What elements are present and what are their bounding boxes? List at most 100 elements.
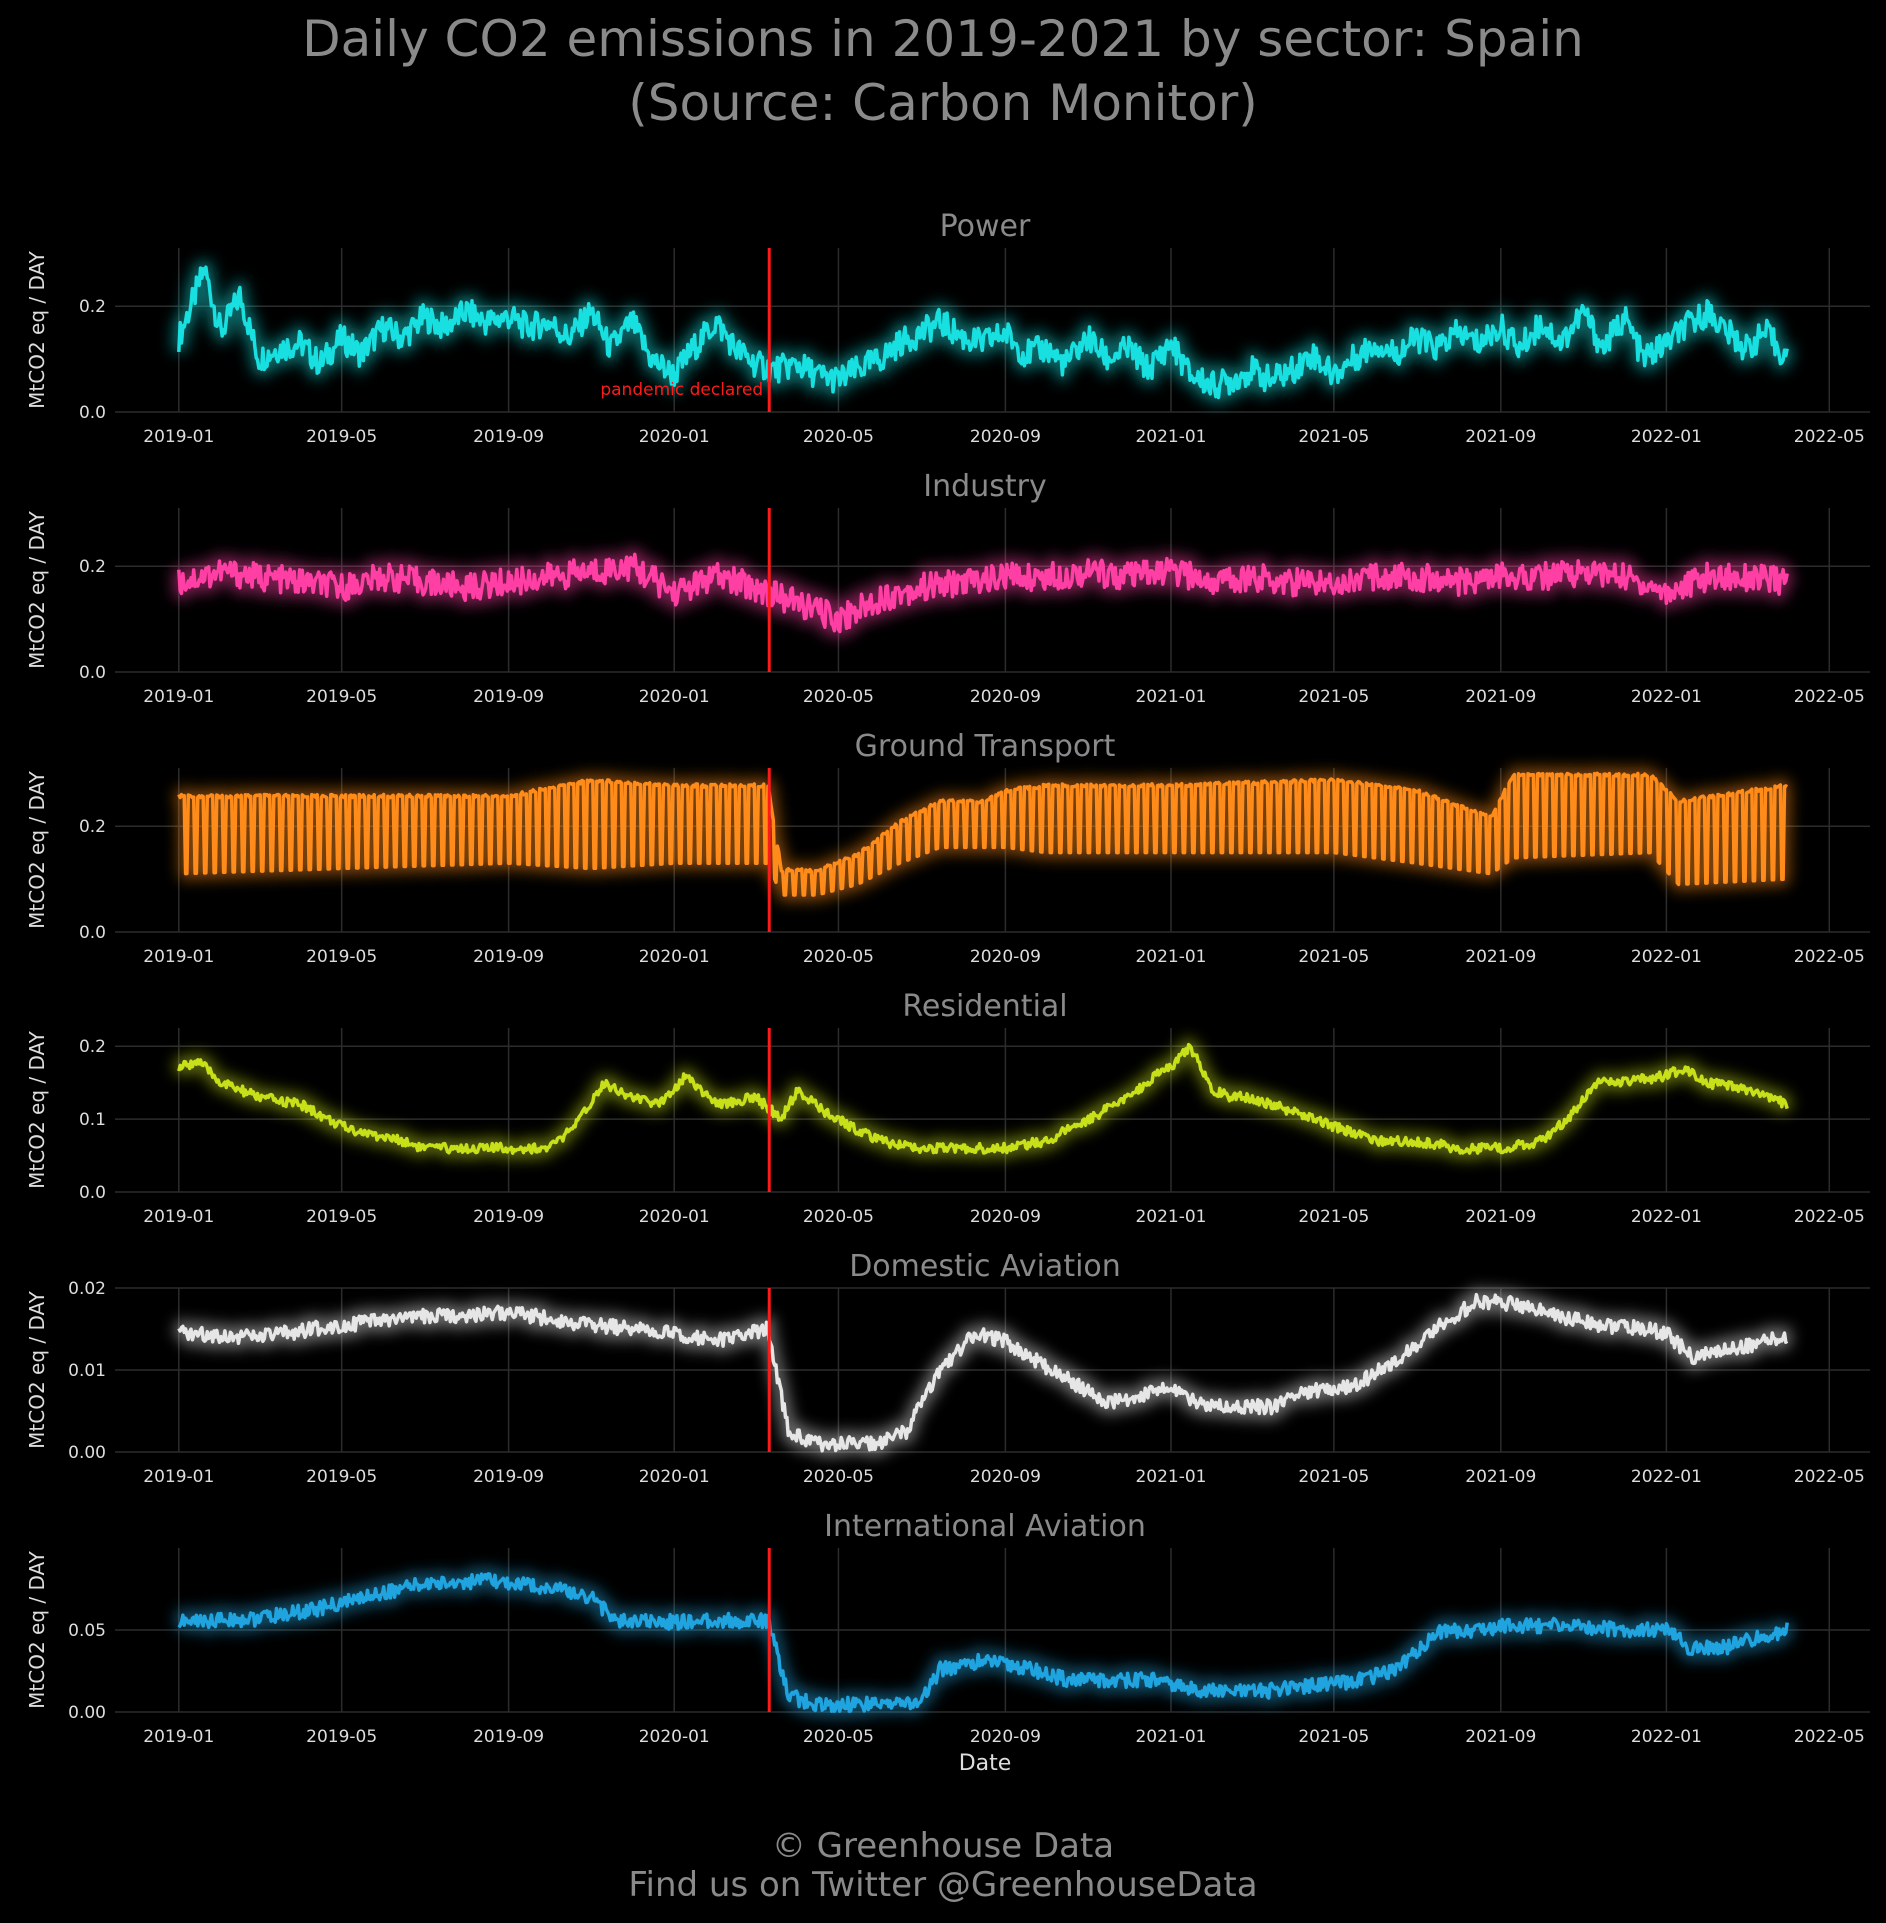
- x-tick-label: 2020-05: [803, 1727, 874, 1747]
- footer-copyright: © Greenhouse Data: [771, 1826, 1115, 1866]
- x-tick-label: 2021-01: [1135, 1727, 1206, 1747]
- x-tick-label: 2019-01: [143, 1727, 214, 1747]
- panel-domestic-aviation: 2019-01 2019-05 2019-09 2020-01 2020-05 2020-…: [25, 1249, 1870, 1487]
- y-tick-label: 0.2: [79, 817, 106, 837]
- chart-title-line-1: Daily CO2 emissions in 2019-2021 by sect…: [302, 10, 1584, 68]
- y-tick-label: 0.01: [68, 1361, 106, 1381]
- x-tick-label: 2021-09: [1465, 427, 1536, 447]
- y-axis-label: MtCO2 eq / DAY: [25, 250, 49, 409]
- x-tick-label: 2022-05: [1794, 1467, 1865, 1487]
- x-tick-label: 2022-01: [1631, 1467, 1702, 1487]
- x-tick-label: 2021-01: [1135, 1207, 1206, 1227]
- panel-title: Power: [940, 209, 1031, 244]
- x-tick-label: 2021-05: [1298, 947, 1369, 967]
- panel-title: Industry: [923, 469, 1046, 504]
- x-tick-label: 2019-05: [306, 947, 377, 967]
- x-tick-label: 2019-01: [143, 947, 214, 967]
- x-tick-label: 2022-01: [1631, 1727, 1702, 1747]
- x-tick-label: 2019-05: [306, 1207, 377, 1227]
- x-tick-label: 2019-05: [306, 427, 377, 447]
- panel-title: International Aviation: [824, 1509, 1146, 1544]
- x-tick-label: 2020-09: [970, 947, 1041, 967]
- x-tick-label: 2020-09: [970, 687, 1041, 707]
- y-axis-label: MtCO2 eq / DAY: [25, 1030, 49, 1189]
- x-tick-label: 2020-01: [639, 1467, 710, 1487]
- x-tick-label: 2019-05: [306, 1467, 377, 1487]
- x-tick-label: 2021-01: [1135, 687, 1206, 707]
- x-tick-label: 2020-01: [639, 947, 710, 967]
- series-line: [177, 552, 1789, 634]
- y-tick-label: 0.0: [79, 403, 106, 423]
- x-tick-label: 2019-09: [473, 947, 544, 967]
- panel-ground-transport: 2019-01 2019-05 2019-09 2020-01 2020-05 2020-…: [25, 729, 1870, 967]
- x-tick-label: 2019-01: [143, 1207, 214, 1227]
- x-tick-label: 2019-01: [143, 687, 214, 707]
- panel-residential: 2019-01 2019-05 2019-09 2020-01 2020-05 2020-…: [25, 989, 1870, 1227]
- x-tick-label: 2019-05: [306, 687, 377, 707]
- footer-twitter: Find us on Twitter @GreenhouseData: [628, 1865, 1258, 1905]
- x-tick-label: 2022-05: [1794, 687, 1865, 707]
- y-axis-label: MtCO2 eq / DAY: [25, 1290, 49, 1449]
- y-tick-label: 0.0: [79, 923, 106, 943]
- y-tick-label: 0.0: [79, 663, 106, 683]
- x-tick-label: 2022-01: [1631, 1207, 1702, 1227]
- panel-industry: 2019-01 2019-05 2019-09 2020-01 2020-05 2020-…: [25, 469, 1870, 707]
- x-tick-label: 2021-05: [1298, 1467, 1369, 1487]
- panel-international-aviation: 2019-01 2019-05 2019-09 2020-01 2020-05 2020-…: [25, 1509, 1870, 1776]
- x-tick-label: 2021-09: [1465, 1467, 1536, 1487]
- panel-power: 2019-01 2019-05 2019-09 2020-01 2020-05 2020-…: [25, 209, 1870, 447]
- y-tick-label: 0.2: [79, 1037, 106, 1057]
- x-tick-label: 2022-01: [1631, 947, 1702, 967]
- y-tick-label: 0.05: [68, 1621, 106, 1641]
- x-tick-label: 2022-05: [1794, 1727, 1865, 1747]
- x-tick-label: 2022-05: [1794, 427, 1865, 447]
- y-axis-label: MtCO2 eq / DAY: [25, 770, 49, 929]
- x-tick-label: 2019-01: [143, 1467, 214, 1487]
- x-tick-label: 2021-05: [1298, 427, 1369, 447]
- chart-title-line-2: (Source: Carbon Monitor): [628, 74, 1258, 132]
- y-tick-label: 0.02: [68, 1279, 106, 1299]
- x-tick-label: 2019-01: [143, 427, 214, 447]
- x-tick-label: 2019-09: [473, 1207, 544, 1227]
- series-glow: [173, 1566, 1795, 1719]
- x-tick-label: 2020-09: [970, 1207, 1041, 1227]
- x-tick-label: 2022-05: [1794, 1207, 1865, 1227]
- y-tick-label: 0.00: [68, 1443, 106, 1463]
- x-tick-label: 2019-05: [306, 1727, 377, 1747]
- x-tick-label: 2021-05: [1298, 1727, 1369, 1747]
- y-tick-label: 0.00: [68, 1703, 106, 1723]
- x-tick-label: 2020-01: [639, 1727, 710, 1747]
- y-axis-label: MtCO2 eq / DAY: [25, 1550, 49, 1709]
- x-tick-label: 2020-01: [639, 1207, 710, 1227]
- x-axis-label: Date: [959, 1751, 1012, 1776]
- panel-title: Domestic Aviation: [849, 1249, 1121, 1284]
- y-tick-label: 0.0: [79, 1183, 106, 1203]
- x-tick-label: 2019-09: [473, 427, 544, 447]
- x-tick-label: 2020-05: [803, 687, 874, 707]
- x-tick-label: 2021-09: [1465, 687, 1536, 707]
- y-axis-label: MtCO2 eq / DAY: [25, 510, 49, 669]
- x-tick-label: 2021-05: [1298, 1207, 1369, 1227]
- x-tick-label: 2021-01: [1135, 947, 1206, 967]
- x-tick-label: 2022-05: [1794, 947, 1865, 967]
- x-tick-label: 2022-01: [1631, 427, 1702, 447]
- x-tick-label: 2020-01: [639, 427, 710, 447]
- x-tick-label: 2021-05: [1298, 687, 1369, 707]
- x-tick-label: 2020-05: [803, 427, 874, 447]
- x-tick-label: 2019-09: [473, 1727, 544, 1747]
- x-tick-label: 2020-01: [639, 687, 710, 707]
- event-annotation: pandemic declared: [600, 380, 763, 400]
- x-tick-label: 2020-05: [803, 1207, 874, 1227]
- series-line: [177, 265, 1789, 400]
- x-tick-label: 2020-05: [803, 947, 874, 967]
- x-tick-label: 2021-09: [1465, 1207, 1536, 1227]
- panel-title: Ground Transport: [855, 729, 1116, 764]
- series-line: [177, 1572, 1789, 1713]
- series-line: [177, 1292, 1789, 1453]
- series-line: [177, 1042, 1789, 1155]
- panel-title: Residential: [902, 989, 1067, 1024]
- y-tick-label: 0.2: [79, 557, 106, 577]
- x-tick-label: 2021-09: [1465, 1727, 1536, 1747]
- y-tick-label: 0.1: [79, 1110, 106, 1130]
